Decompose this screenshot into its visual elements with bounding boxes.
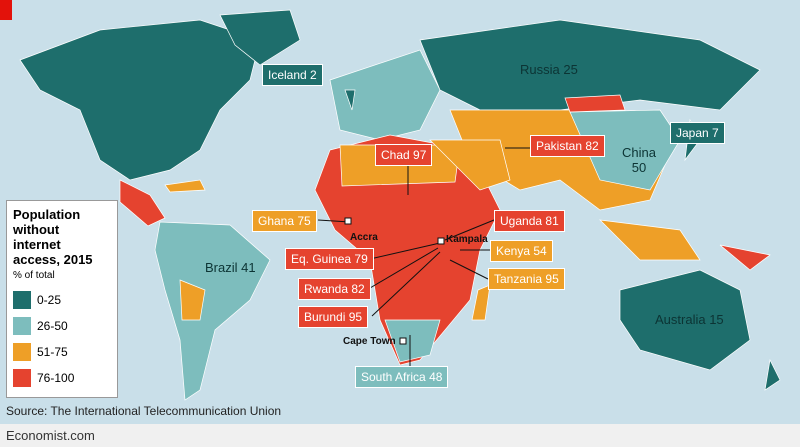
map-label-name: Russia — [520, 62, 560, 77]
city-label: Accra — [350, 232, 378, 243]
callout-name: Japan — [676, 126, 709, 140]
map-label-name: China — [622, 145, 656, 160]
legend-swatch — [13, 343, 31, 361]
map-label-value: 25 — [563, 62, 578, 77]
source: Source: The International Telecommunicat… — [6, 404, 282, 418]
callout-value: 79 — [354, 252, 368, 266]
callout: Burundi 95 — [298, 306, 369, 328]
callout: Kenya 54 — [490, 240, 553, 262]
callout: Ghana 75 — [252, 210, 317, 232]
legend-item: 0-25 — [13, 287, 111, 313]
legend-item: 76-100 — [13, 365, 111, 391]
callout: Japan 7 — [670, 122, 725, 144]
legend-item: 26-50 — [13, 313, 111, 339]
callout-value: 82 — [585, 139, 599, 153]
city-label: Kampala — [446, 234, 488, 245]
map-label-name: Australia — [655, 312, 706, 327]
callout: Tanzania 95 — [488, 268, 565, 290]
callout-name: Pakistan — [536, 139, 583, 153]
callout-value: 54 — [533, 244, 547, 258]
callout: Uganda 81 — [494, 210, 565, 232]
legend-item: 51-75 — [13, 339, 111, 365]
callout-name: South Africa — [361, 370, 426, 384]
map-label-value: 41 — [241, 260, 256, 275]
callout-value: 81 — [545, 214, 559, 228]
callout-name: Ghana — [258, 214, 295, 228]
legend-items: 0-25 26-50 51-75 76-100 — [13, 287, 111, 391]
footer: Economist.com — [0, 424, 800, 447]
map-label: Australia 15 — [655, 312, 724, 327]
callout: Iceland 2 — [262, 64, 323, 86]
legend-label: 0-25 — [37, 293, 62, 307]
callout-value: 82 — [351, 282, 365, 296]
callout-value: 48 — [429, 370, 443, 384]
tag — [0, 0, 12, 20]
legend-title: Population without internet access, 2015 — [13, 207, 93, 267]
callout-name: Uganda — [500, 214, 543, 228]
map-label: China 50 — [622, 145, 656, 175]
callout-value: 97 — [413, 148, 427, 162]
callout-name: Iceland — [268, 68, 307, 82]
legend-subtitle: % of total — [13, 270, 55, 281]
callout-value: 7 — [712, 126, 719, 140]
legend-label: 26-50 — [37, 319, 68, 333]
map-label-value: 15 — [709, 312, 724, 327]
callout-value: 2 — [310, 68, 317, 82]
legend: Population without internet access, 2015… — [6, 200, 118, 398]
map-label-value: 50 — [631, 160, 647, 175]
callout-name: Chad — [381, 148, 410, 162]
callout: Eq. Guinea 79 — [285, 248, 374, 270]
legend-label: 51-75 — [37, 345, 68, 359]
callout: Chad 97 — [375, 144, 433, 166]
callout-value: 75 — [297, 214, 311, 228]
city-label: Cape Town — [343, 336, 396, 347]
callout-value: 95 — [545, 272, 559, 286]
callout-name: Eq. Guinea — [291, 252, 352, 266]
legend-swatch — [13, 369, 31, 387]
callout-name: Kenya — [496, 244, 531, 258]
callout-value: 95 — [348, 310, 363, 324]
callout-name: Tanzania — [494, 272, 543, 286]
map-label-name: Brazil — [205, 260, 238, 275]
map-label: Russia 25 — [520, 62, 578, 77]
callout-name: Burundi — [304, 310, 346, 324]
map — [0, 0, 800, 424]
callout: South Africa 48 — [355, 366, 449, 388]
leader-lines — [317, 147, 530, 366]
callout: Rwanda 82 — [298, 278, 371, 300]
legend-label: 76-100 — [37, 371, 75, 385]
callout-name: Rwanda — [304, 282, 349, 296]
map-label: Brazil 41 — [205, 260, 256, 275]
callout: Pakistan 82 — [530, 135, 605, 157]
legend-swatch — [13, 291, 31, 309]
legend-swatch — [13, 317, 31, 335]
